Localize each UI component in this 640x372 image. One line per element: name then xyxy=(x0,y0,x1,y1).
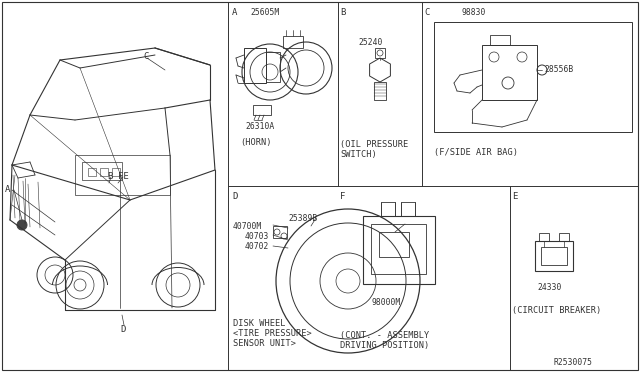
Text: 40700M: 40700M xyxy=(233,222,262,231)
Bar xyxy=(244,48,266,83)
Text: 26310A: 26310A xyxy=(245,122,275,131)
Text: 40703: 40703 xyxy=(245,232,269,241)
Text: 28556B: 28556B xyxy=(544,65,573,74)
Bar xyxy=(374,82,386,100)
Text: A: A xyxy=(232,8,237,17)
Bar xyxy=(363,216,435,284)
Bar xyxy=(434,22,632,132)
Bar xyxy=(273,226,287,238)
Text: 24330: 24330 xyxy=(537,283,561,292)
Text: <TIRE PRESSURE>: <TIRE PRESSURE> xyxy=(233,329,312,338)
Bar xyxy=(75,155,170,195)
Bar xyxy=(112,168,120,176)
Text: 98000M: 98000M xyxy=(371,298,400,307)
Text: SENSOR UNIT>: SENSOR UNIT> xyxy=(233,339,296,348)
Text: C: C xyxy=(143,52,148,61)
Bar xyxy=(266,52,280,82)
Text: F: F xyxy=(340,192,346,201)
Text: DISK WHEEL: DISK WHEEL xyxy=(233,319,285,328)
Text: 25240: 25240 xyxy=(358,38,382,47)
Text: 25605M: 25605M xyxy=(250,8,279,17)
Bar xyxy=(100,168,108,176)
Bar xyxy=(490,35,510,45)
Text: FE: FE xyxy=(118,172,129,181)
Text: (CONT. - ASSEMBLY: (CONT. - ASSEMBLY xyxy=(340,331,429,340)
Bar xyxy=(375,48,385,58)
Text: (CIRCUIT BREAKER): (CIRCUIT BREAKER) xyxy=(512,306,601,315)
Text: B: B xyxy=(340,8,346,17)
Bar xyxy=(82,162,122,180)
Bar xyxy=(535,241,573,271)
Text: A: A xyxy=(5,185,10,194)
Bar xyxy=(401,202,415,216)
Bar xyxy=(88,168,96,176)
Text: E: E xyxy=(512,192,517,201)
Bar xyxy=(371,224,426,274)
Text: 40702: 40702 xyxy=(245,242,269,251)
Bar xyxy=(559,233,569,241)
Bar xyxy=(539,233,549,241)
Text: R2530075: R2530075 xyxy=(554,358,593,367)
Bar xyxy=(283,36,303,48)
Bar xyxy=(379,232,409,257)
Bar xyxy=(541,247,567,265)
Bar xyxy=(482,45,537,100)
Text: D: D xyxy=(120,325,125,334)
Text: (OIL PRESSURE: (OIL PRESSURE xyxy=(340,140,408,149)
Text: D: D xyxy=(232,192,237,201)
Text: C: C xyxy=(424,8,429,17)
Text: 25389B: 25389B xyxy=(288,214,317,223)
Bar xyxy=(253,105,271,115)
Text: (HORN): (HORN) xyxy=(240,138,271,147)
Text: DRIVING POSITION): DRIVING POSITION) xyxy=(340,341,429,350)
Bar xyxy=(381,202,395,216)
Text: 98830: 98830 xyxy=(462,8,486,17)
Text: B: B xyxy=(107,172,113,181)
Circle shape xyxy=(17,220,27,230)
Text: SWITCH): SWITCH) xyxy=(340,150,377,159)
Text: (F/SIDE AIR BAG): (F/SIDE AIR BAG) xyxy=(434,148,518,157)
